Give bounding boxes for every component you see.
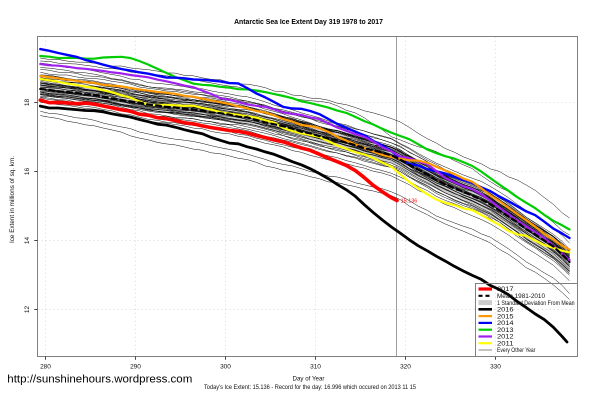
svg-text:Today's Ice Extent: 15.136 -: Today's Ice Extent: 15.136 - Record for …	[204, 384, 417, 391]
svg-text:290: 290	[130, 364, 141, 371]
svg-text:2013: 2013	[497, 327, 514, 334]
svg-text:Antarctic Sea Ice Extent Day 3: Antarctic Sea Ice Extent Day 319 1978 to…	[234, 17, 383, 26]
svg-text:310: 310	[310, 364, 321, 371]
svg-text:2017: 2017	[497, 286, 514, 293]
svg-text:Every Other Year: Every Other Year	[497, 347, 536, 354]
svg-text:330: 330	[490, 364, 501, 371]
svg-text:Ice Extent in millions of sq.: Ice Extent in millions of sq. km.	[9, 156, 16, 243]
svg-text:280: 280	[40, 364, 51, 371]
svg-text:300: 300	[220, 364, 231, 371]
svg-text:Mean 1981-2010: Mean 1981-2010	[497, 293, 545, 300]
svg-text:1 Standard Deviation From Mean: 1 Standard Deviation From Mean	[497, 300, 575, 307]
svg-text:320: 320	[400, 364, 411, 371]
svg-text:2015: 2015	[497, 313, 514, 320]
svg-text:2012: 2012	[497, 334, 514, 341]
svg-text:16: 16	[24, 168, 31, 176]
svg-text:2014: 2014	[497, 320, 514, 327]
svg-text:14: 14	[24, 237, 31, 245]
svg-text:Day of Year: Day of Year	[293, 376, 326, 383]
svg-text:12: 12	[24, 306, 31, 314]
svg-text:2011: 2011	[497, 340, 514, 347]
svg-text:http://sunshinehours.wordpress: http://sunshinehours.wordpress.com	[7, 373, 192, 385]
svg-text:15.136: 15.136	[401, 199, 418, 205]
svg-text:2016: 2016	[497, 307, 514, 314]
svg-text:18: 18	[24, 99, 31, 107]
